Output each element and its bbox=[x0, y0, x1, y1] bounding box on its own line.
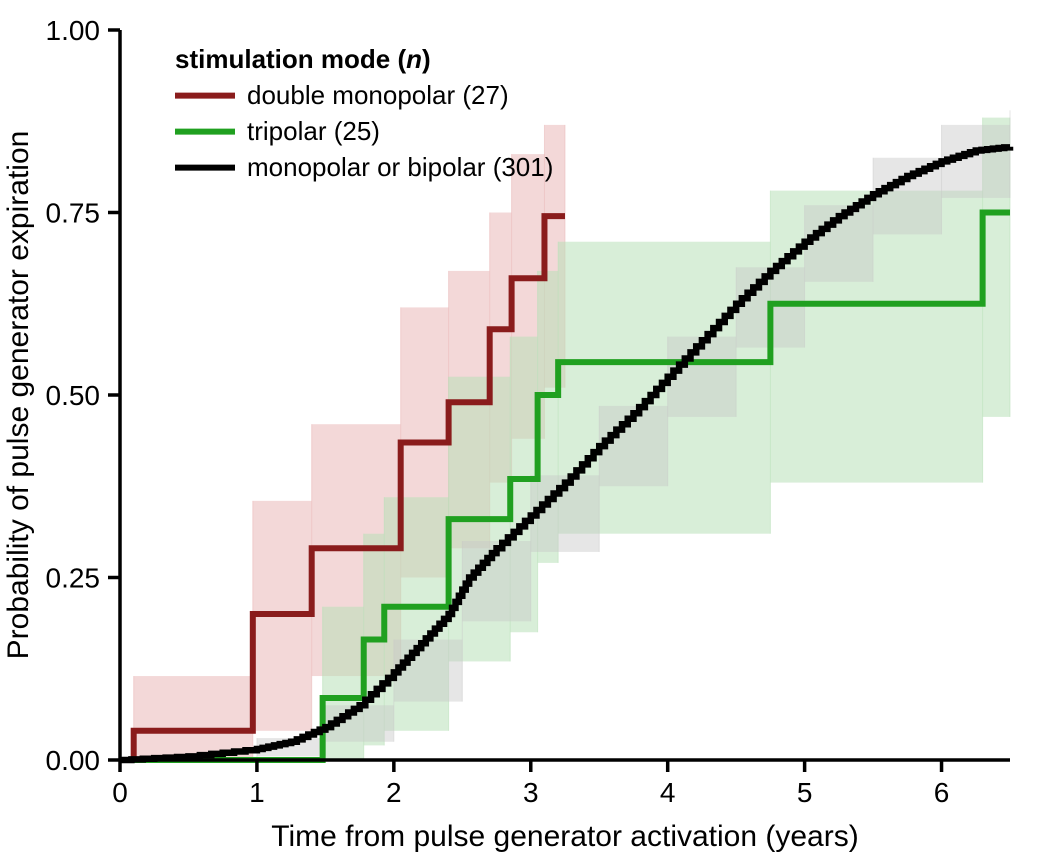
y-axis-label-svg: Probability of pulse generator expiratio… bbox=[2, 131, 35, 660]
y-tick-label: 0.50 bbox=[46, 380, 101, 411]
y-tick-label: 0.25 bbox=[46, 562, 101, 593]
x-tick-label: 3 bbox=[523, 777, 539, 808]
x-tick-label: 1 bbox=[249, 777, 265, 808]
x-tick-label: 5 bbox=[797, 777, 813, 808]
y-tick-label: 1.00 bbox=[46, 15, 101, 46]
y-tick-label: 0.75 bbox=[46, 197, 101, 228]
x-tick-label: 0 bbox=[112, 777, 128, 808]
y-tick-label: 0.00 bbox=[46, 745, 101, 776]
legend-title-svg: stimulation mode (n) bbox=[175, 44, 431, 74]
legend-item-2-label-svg: monopolar or bipolar (301) bbox=[247, 152, 553, 182]
x-tick-label: 6 bbox=[934, 777, 950, 808]
legend-item-0-label-svg: double monopolar (27) bbox=[247, 80, 509, 110]
x-tick-label: 2 bbox=[386, 777, 402, 808]
x-axis-label-svg: Time from pulse generator activation (ye… bbox=[271, 820, 858, 853]
legend-item-1-label-svg: tripolar (25) bbox=[247, 116, 380, 146]
survival-chart: 0 1 2 3 4 5 6 0.00 0.25 0.50 0.75 1.00 Time from pul… bbox=[0, 0, 1050, 863]
x-tick-label: 4 bbox=[660, 777, 676, 808]
